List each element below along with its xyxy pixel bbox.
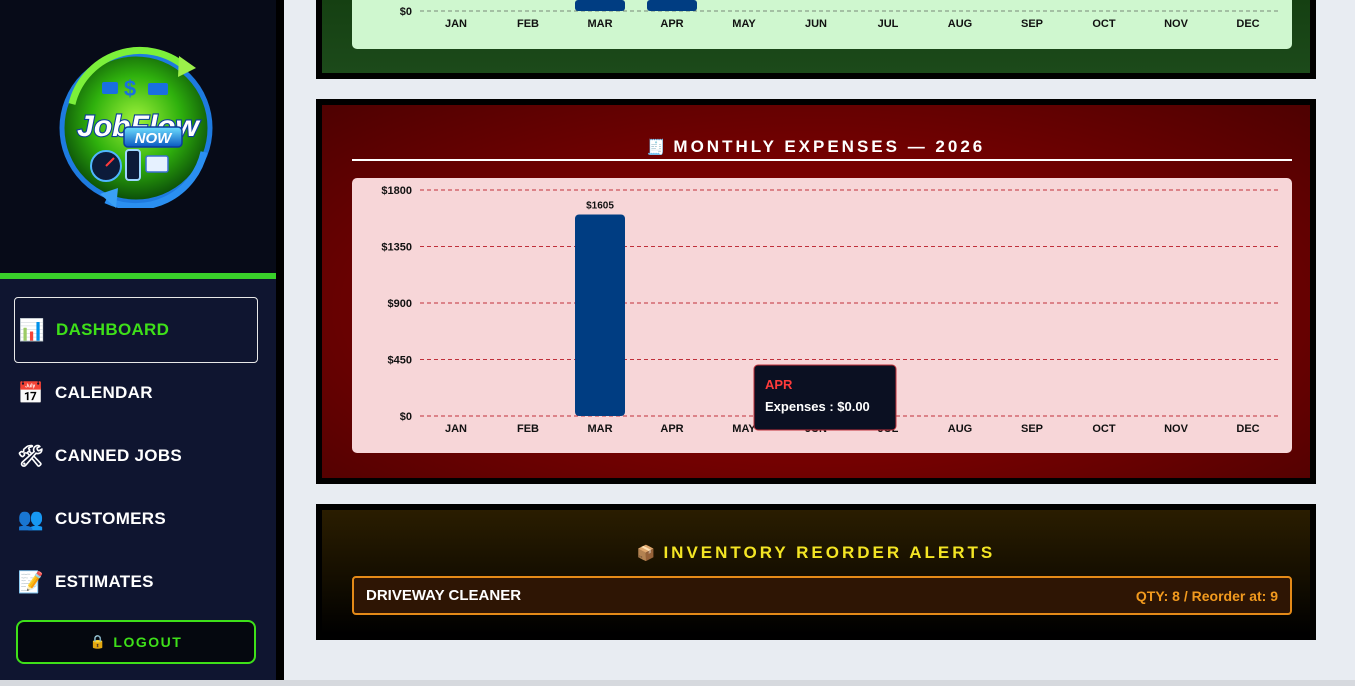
sidebar-divider	[276, 0, 284, 686]
income-xtick-label: APR	[660, 18, 683, 30]
expenses-tooltip: APR Expenses : $0.00	[753, 364, 897, 431]
inventory-alerts-card: 📦 INVENTORY REORDER ALERTS DRIVEWAY CLEAN…	[316, 504, 1316, 640]
income-xtick-label: OCT	[1092, 18, 1116, 30]
expenses-ytick-label: $1800	[381, 185, 412, 197]
income-ytick-label: $0	[400, 6, 412, 18]
sidebar-accent-bar	[0, 273, 276, 279]
income-xtick-label: AUG	[948, 18, 972, 30]
nav-label: DASHBOARD	[56, 320, 170, 339]
income-chart-card: $0 JAN FEB MAR APR MAY JUN JUL AUG SEP OCT NOV DEC	[316, 0, 1316, 79]
jobflow-now-logo[interactable]: $ JobFlow NOW	[54, 44, 220, 208]
income-bar-clipped	[647, 0, 697, 11]
alert-item-qty: QTY: 8 / Reorder at: 9	[1135, 587, 1278, 604]
svg-text:$: $	[124, 76, 136, 101]
tooltip-value: Expenses : $0.00	[765, 399, 870, 414]
expenses-xtick-label: NOV	[1164, 423, 1189, 435]
logo-subword: NOW	[135, 130, 174, 147]
nav-label: CALENDAR	[55, 383, 153, 402]
expenses-ytick-label: $1350	[381, 242, 412, 254]
expenses-ytick-label: $0	[400, 411, 412, 423]
nav-label: CANNED JOBS	[55, 446, 183, 465]
nav-estimates[interactable]: 📝 ESTIMATES	[14, 549, 258, 615]
inventory-alerts-card-body: 📦 INVENTORY REORDER ALERTS DRIVEWAY CLEAN…	[322, 510, 1310, 634]
income-bar-clipped	[575, 0, 625, 11]
bar-chart-icon: 📊	[18, 317, 46, 342]
expenses-xtick-label: JAN	[445, 423, 467, 435]
income-xtick-label: FEB	[517, 18, 539, 30]
income-xtick-label: JUL	[878, 18, 899, 30]
people-icon: 👥	[17, 506, 45, 531]
nav-calendar[interactable]: 📅 CALENDAR	[14, 360, 258, 426]
expenses-title-rule	[352, 159, 1292, 161]
nav-customers[interactable]: 👥 CUSTOMERS	[14, 486, 258, 552]
receipt-icon: 🧾	[646, 138, 666, 156]
expenses-bar	[575, 214, 625, 416]
expenses-xtick-label: APR	[660, 423, 683, 435]
nav-label: ESTIMATES	[55, 572, 154, 591]
expenses-bar-value-label: $1605	[586, 200, 614, 211]
expenses-ytick-label: $450	[388, 355, 412, 367]
income-xtick-label: MAR	[587, 18, 612, 30]
package-icon: 📦	[636, 544, 656, 562]
expenses-chart-svg[interactable]: $0 $450 $900 $1350 $1800 JAN FEB MAR $1605 APR MAY…	[352, 178, 1292, 453]
logout-button[interactable]: 🔒 LOGOUT	[16, 620, 256, 664]
alert-item-name: DRIVEWAY CLEANER	[366, 587, 522, 604]
income-xtick-label: JAN	[445, 18, 467, 30]
income-xtick-label: NOV	[1164, 18, 1189, 30]
expenses-xtick-label: MAY	[732, 423, 756, 435]
expenses-xtick-label: OCT	[1092, 423, 1116, 435]
inventory-alert-row[interactable]: DRIVEWAY CLEANER QTY: 8 / Reorder at: 9	[352, 576, 1292, 615]
expenses-chart-card: 🧾 MONTHLY EXPENSES — 2026 $0 $450 $900 $1350…	[316, 99, 1316, 484]
income-xtick-label: SEP	[1021, 18, 1043, 30]
expenses-chart-card-body: 🧾 MONTHLY EXPENSES — 2026 $0 $450 $900 $1350…	[322, 105, 1310, 478]
tooltip-box	[753, 364, 897, 431]
income-xtick-label: JUN	[805, 18, 827, 30]
tooltip-month: APR	[765, 377, 793, 392]
expenses-xtick-label: MAR	[587, 423, 612, 435]
nav-canned-jobs[interactable]: 🛠 CANNED JOBS	[14, 423, 258, 489]
expenses-ytick-label: $900	[388, 298, 412, 310]
logo-area: $ JobFlow NOW	[0, 0, 276, 273]
calendar-icon: 📅	[17, 380, 45, 405]
expenses-title-text: MONTHLY EXPENSES — 2026	[673, 137, 986, 156]
logout-label: LOGOUT	[113, 634, 183, 650]
expenses-chart-title: 🧾 MONTHLY EXPENSES — 2026	[322, 137, 1310, 157]
nav-label: CUSTOMERS	[55, 509, 167, 528]
nav-dashboard[interactable]: 📊 DASHBOARD	[14, 297, 258, 363]
income-xtick-label: MAY	[732, 18, 756, 30]
expenses-xtick-label: SEP	[1021, 423, 1043, 435]
expenses-xtick-label: DEC	[1236, 423, 1259, 435]
sidebar: $ JobFlow NOW 📊 DASHBOARD 📅 CALENDAR 🛠 C…	[0, 0, 276, 686]
tools-icon: 🛠	[17, 443, 45, 468]
income-xtick-label: DEC	[1236, 18, 1259, 30]
expenses-xtick-label: FEB	[517, 423, 539, 435]
income-chart-plot: $0 JAN FEB MAR APR MAY JUN JUL AUG SEP OCT NOV DEC	[352, 0, 1292, 49]
memo-icon: 📝	[17, 569, 45, 594]
income-chart-svg: $0 JAN FEB MAR APR MAY JUN JUL AUG SEP OCT NOV DEC	[400, 0, 1280, 30]
lock-icon: 🔒	[89, 634, 108, 650]
expenses-chart-plot: $0 $450 $900 $1350 $1800 JAN FEB MAR $1605 APR MAY…	[352, 178, 1292, 453]
expenses-xtick-label: AUG	[948, 423, 972, 435]
inventory-alerts-title: 📦 INVENTORY REORDER ALERTS	[322, 543, 1310, 563]
inventory-title-text: INVENTORY REORDER ALERTS	[663, 543, 996, 562]
income-chart-card-body: $0 JAN FEB MAR APR MAY JUN JUL AUG SEP OCT NOV DEC	[322, 0, 1310, 73]
window-bottom-strip	[0, 680, 1355, 686]
